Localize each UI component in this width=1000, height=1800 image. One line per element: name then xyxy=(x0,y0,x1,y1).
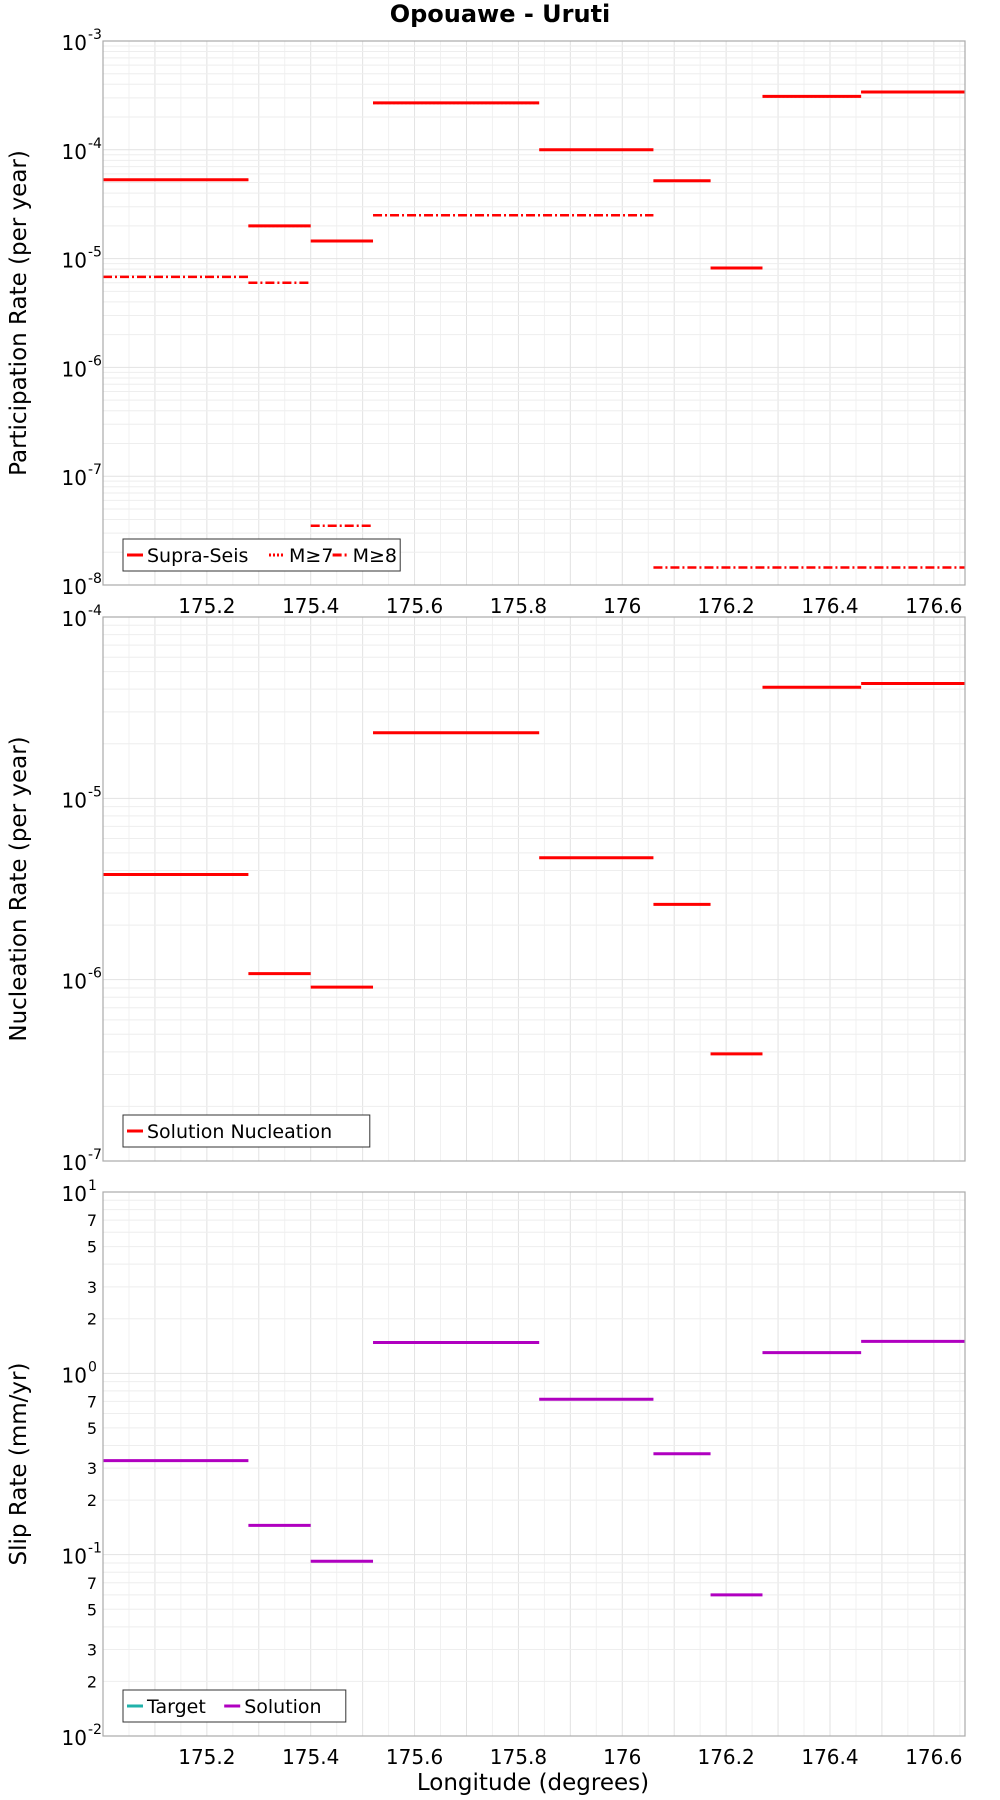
legend: Solution Nucleation xyxy=(122,1114,371,1148)
legend: Target Solution xyxy=(122,1689,347,1723)
legend: Supra-Seis M≥7 M≥8 xyxy=(122,538,401,572)
legend-label: Solution Nucleation xyxy=(147,1121,332,1143)
y-tick-exponent: -3 xyxy=(88,27,102,43)
series-solution-nucleation xyxy=(103,681,965,1056)
y-minor-tick-label: 5 xyxy=(87,1600,97,1619)
series-m-7 xyxy=(103,90,965,228)
y-tick-exponent: -7 xyxy=(88,462,102,478)
y-minor-tick-label: 2 xyxy=(87,1310,97,1329)
y-tick-label: 10 xyxy=(62,1151,87,1175)
y-minor-tick-label: 7 xyxy=(87,1574,97,1593)
legend-box xyxy=(122,538,401,572)
x-tick-label: 176 xyxy=(603,594,641,618)
y-minor-tick-label: 7 xyxy=(87,1392,97,1411)
plot-frame xyxy=(102,40,966,586)
x-tick-label: 175.6 xyxy=(386,594,443,618)
x-tick-label: 175.4 xyxy=(282,1745,339,1769)
plot-area xyxy=(103,1192,965,1736)
x-tick-label: 175.6 xyxy=(386,1745,443,1769)
y-tick-label: 10 xyxy=(62,249,87,273)
y-tick-label: 10 xyxy=(62,466,87,490)
x-tick-label: 176.4 xyxy=(801,1745,858,1769)
y-tick-label: 10 xyxy=(62,607,87,631)
y-tick-label: 10 xyxy=(62,788,87,812)
legend-label: M≥7 xyxy=(289,545,333,567)
plot-area xyxy=(103,617,965,1161)
x-tick-label: 176.2 xyxy=(697,1745,754,1769)
x-tick-label: 176.6 xyxy=(905,594,962,618)
y-tick-exponent: -1 xyxy=(88,1541,102,1557)
chart-title: Opouawe - Uruti xyxy=(390,0,611,28)
y-minor-tick-label: 5 xyxy=(87,1419,97,1438)
series-solution xyxy=(103,1339,965,1597)
legend-label: Solution xyxy=(244,1696,321,1718)
y-minor-tick-label: 2 xyxy=(87,1672,97,1691)
x-tick-label: 176.6 xyxy=(905,1745,962,1769)
y-tick-exponent: -4 xyxy=(88,603,102,619)
series-m-8 xyxy=(103,214,965,569)
legend-label: M≥8 xyxy=(353,545,397,567)
y-tick-exponent: -6 xyxy=(88,353,102,369)
legend-label: Supra-Seis xyxy=(147,545,248,567)
y-minor-tick-label: 7 xyxy=(87,1211,97,1230)
x-tick-label: 176.4 xyxy=(801,594,858,618)
x-tick-label: 176.2 xyxy=(697,594,754,618)
x-tick-label: 175.8 xyxy=(490,594,547,618)
x-axis-label: Longitude (degrees) xyxy=(417,1770,649,1796)
y-tick-exponent: -4 xyxy=(88,136,102,152)
x-tick-label: 175.2 xyxy=(178,1745,235,1769)
y-minor-tick-label: 5 xyxy=(87,1238,97,1257)
y-tick-label: 10 xyxy=(62,1726,87,1750)
y-axis-label: Slip Rate (mm/yr) xyxy=(6,1363,32,1566)
y-tick-exponent: -2 xyxy=(88,1722,102,1738)
y-tick-exponent: -7 xyxy=(88,1147,102,1163)
y-axis-label: Participation Rate (per year) xyxy=(6,150,32,476)
y-minor-tick-label: 3 xyxy=(87,1278,97,1297)
y-axis-label: Nucleation Rate (per year) xyxy=(6,736,32,1041)
y-tick-exponent: 1 xyxy=(88,1178,97,1194)
y-tick-label: 10 xyxy=(62,970,87,994)
y-tick-exponent: -5 xyxy=(88,245,102,261)
y-tick-label: 10 xyxy=(62,140,87,164)
y-tick-exponent: -6 xyxy=(88,966,102,982)
y-tick-label: 10 xyxy=(62,1545,87,1569)
y-tick-label: 10 xyxy=(62,31,87,55)
x-tick-label: 175.4 xyxy=(282,594,339,618)
y-tick-exponent: -5 xyxy=(88,784,102,800)
y-tick-label: 10 xyxy=(62,357,87,381)
plot-frame xyxy=(102,1191,966,1737)
x-tick-label: 175.2 xyxy=(178,594,235,618)
plot-area xyxy=(103,41,965,585)
y-tick-exponent: -8 xyxy=(88,571,102,587)
y-tick-label: 10 xyxy=(62,575,87,599)
y-tick-label: 10 xyxy=(62,1363,87,1387)
legend-label: Target xyxy=(146,1696,206,1718)
y-minor-tick-label: 3 xyxy=(87,1640,97,1659)
plot-frame xyxy=(102,616,966,1162)
y-minor-tick-label: 2 xyxy=(87,1491,97,1510)
x-tick-label: 176 xyxy=(603,1745,641,1769)
x-tick-label: 175.8 xyxy=(490,1745,547,1769)
y-tick-label: 10 xyxy=(62,1182,87,1206)
y-minor-tick-label: 3 xyxy=(87,1459,97,1478)
y-tick-exponent: 0 xyxy=(88,1359,97,1375)
legend-box xyxy=(122,1114,371,1148)
